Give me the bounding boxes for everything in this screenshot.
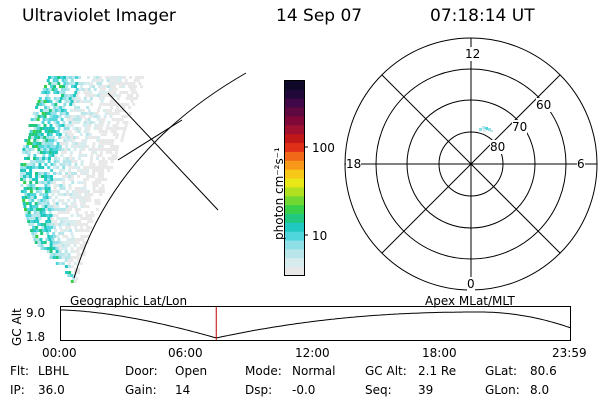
info-label: GLat: [485,364,518,378]
mlt-label-0: 0 [467,277,475,291]
colorbar [284,80,308,276]
info-value: 36.0 [38,383,65,397]
colorbar-tick-10: 10 [312,229,328,243]
earth-limb-line [73,72,247,279]
info-value: Open [175,364,208,378]
info-value: 39 [418,383,434,397]
aurora-pixels [20,76,144,283]
time-label: 07:18:14 UT [430,6,535,26]
timeline-x-tick-1: 06:00 [168,346,203,360]
info-label: GLon: [485,383,520,397]
timeline-left-caption: Geographic Lat/Lon [70,294,188,308]
info-label: Seq: [365,383,392,397]
info-value: 2.1 Re [418,364,457,378]
colorbar-unit-label: photon cm⁻²s⁻¹ [272,147,286,240]
timeline-right-caption: Apex MLat/MLT [425,294,515,308]
lat-label-70: 70 [512,120,528,134]
colorbar-tick-100: 100 [312,141,335,155]
timeline-plot [60,306,572,341]
info-label: Flt: [10,364,29,378]
geographic-image [20,72,247,283]
timeline-x-tick-3: 18:00 [422,346,457,360]
timeline-y-tick-bottom: 1.8 [26,330,46,344]
info-value: Normal [292,364,336,378]
grid-line [107,92,219,211]
mlt-label-6: 6 [577,157,585,171]
info-label: Mode: [245,364,282,378]
info-label: IP: [10,383,25,397]
date-label: 14 Sep 07 [276,6,363,26]
timeline-x-tick-2: 12:00 [295,346,330,360]
polar-plot [344,37,598,291]
info-label: GC Alt: [365,364,407,378]
timeline-y-tick-top: 9.0 [26,306,46,320]
mlt-label-12: 12 [465,47,481,61]
timeline-x-tick-4: 23:59 [552,346,587,360]
mlt-label-18: 18 [346,157,362,171]
timeline-x-tick-0: 00:00 [42,346,77,360]
info-label: Door: [125,364,158,378]
info-value: 14 [175,383,191,397]
info-value: -0.0 [292,383,316,397]
lat-label-80: 80 [490,140,506,154]
altitude-curve [61,309,572,339]
mlt-line-diag [381,74,561,254]
info-label: Gain: [125,383,157,397]
timeline-y-axis-label: GC Alt [10,308,24,346]
lat-label-60: 60 [536,98,552,112]
aurora-blob [479,126,493,132]
info-value: 80.6 [530,364,557,378]
info-label: Dsp: [245,383,273,397]
info-value: LBHL [38,364,69,378]
instrument-title: Ultraviolet Imager [22,6,176,26]
info-value: 8.0 [530,383,550,397]
